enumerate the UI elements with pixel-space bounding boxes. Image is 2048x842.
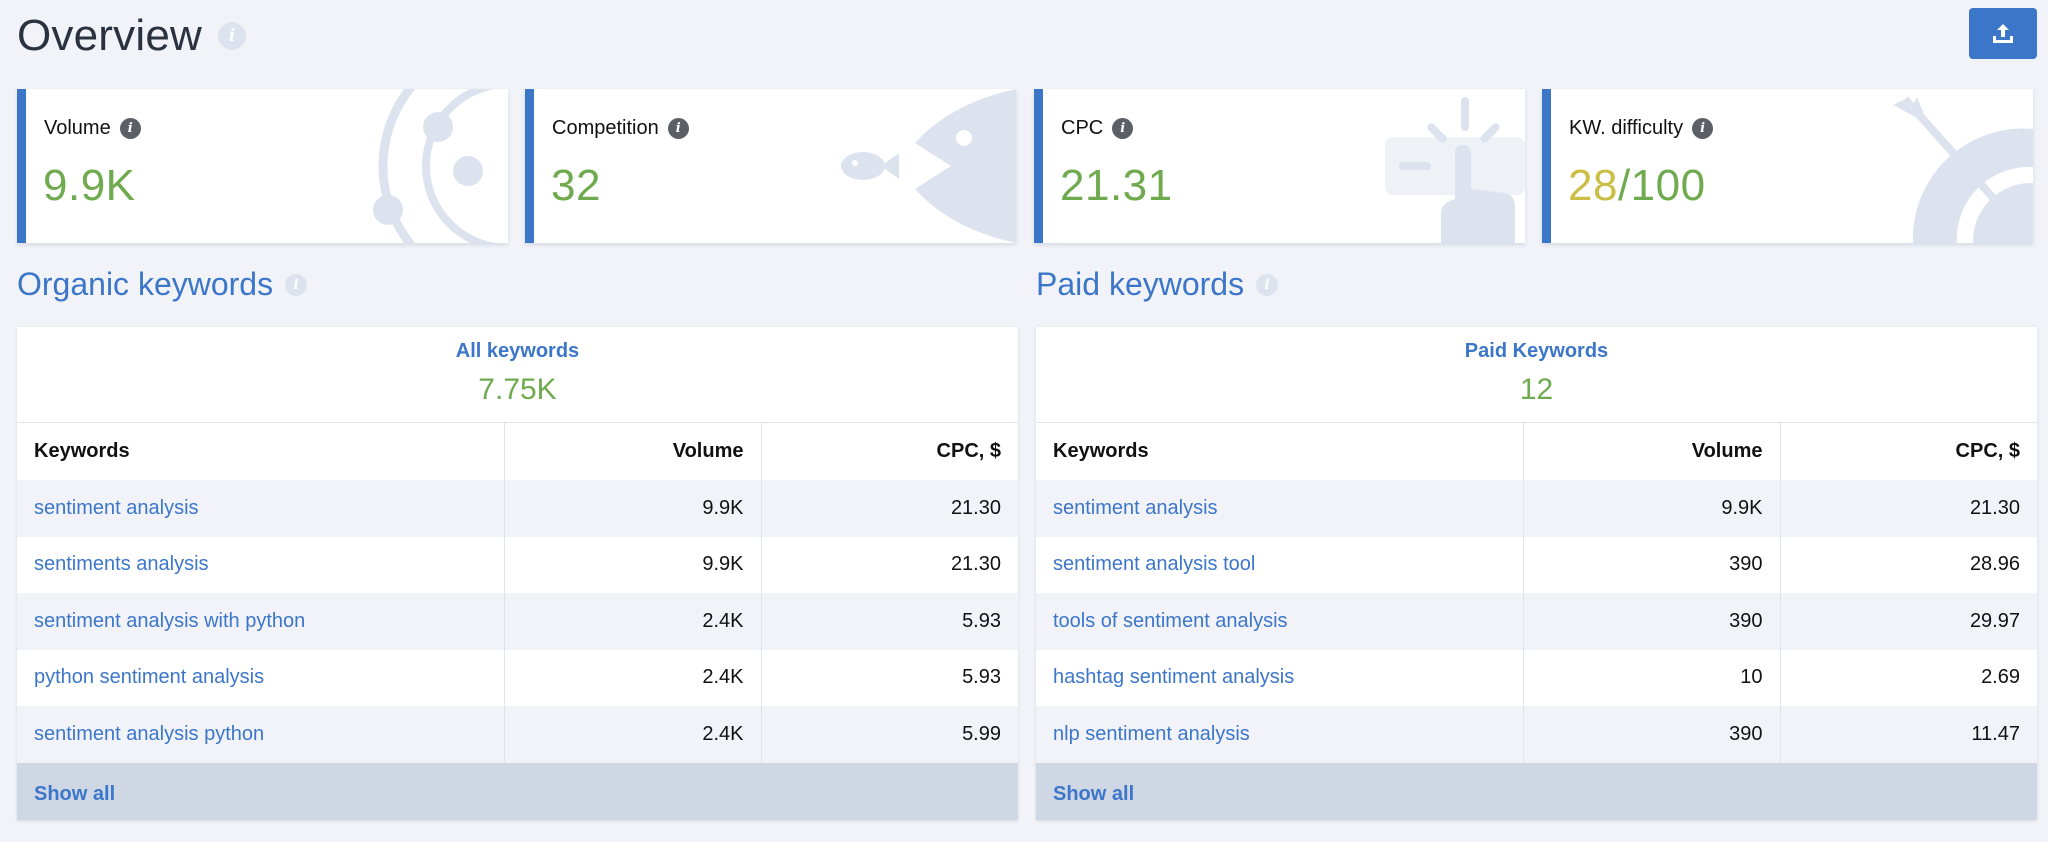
cpc-cell: 2.69 [1779,649,2037,706]
cpc-cell: 21.30 [1779,480,2037,537]
table-row: sentiment analysis with python 2.4K 5.93 [17,593,1018,650]
table-row: tools of sentiment analysis 390 29.97 [1036,593,2037,650]
target-illustration [1893,96,2033,243]
cpc-cell: 5.99 [760,706,1018,763]
cpc-cell: 5.93 [760,649,1018,706]
info-icon[interactable]: i [217,22,246,50]
volume-card: Volume i 9.9K [17,89,508,243]
keyword-link[interactable]: sentiment analysis [1036,480,1523,537]
volume-cell: 390 [1522,593,1780,650]
info-icon[interactable]: i [1256,273,1279,296]
volume-cell: 9.9K [1522,480,1780,537]
card-label: Volume [44,117,111,139]
info-icon[interactable]: i [667,118,689,139]
table-row: sentiment analysis 9.9K 21.30 [1036,480,2037,537]
volume-cell: 2.4K [503,593,761,650]
show-all-link[interactable]: Show all [17,762,1018,820]
export-button[interactable] [1969,8,2037,59]
difficulty-max: /100 [1617,161,1706,210]
organic-keywords-table: Keywords Volume CPC, $ sentiment analysi… [17,423,1018,763]
fish-illustration [841,89,1016,243]
column-header-keywords[interactable]: Keywords [1053,440,1149,462]
table-row: sentiment analysis tool 390 28.96 [1036,536,2037,593]
info-icon[interactable]: i [285,273,308,296]
column-header-volume[interactable]: Volume [503,423,761,480]
keyword-link[interactable]: sentiment analysis python [17,706,504,763]
keyword-link[interactable]: tools of sentiment analysis [1036,593,1523,650]
table-row: sentiment analysis python 2.4K 5.99 [17,706,1018,763]
table-row: sentiments analysis 9.9K 21.30 [17,536,1018,593]
page-header: Overview i [17,8,246,64]
table-header-row: Keywords Volume CPC, $ [17,423,1018,480]
summary-value: 12 [1519,373,1554,406]
column-header-cpc[interactable]: CPC, $ [760,423,1018,480]
section-title-text: Paid keywords [1036,266,1245,302]
card-label: Competition [552,117,659,139]
cpc-cell: 29.97 [1779,593,2037,650]
upload-icon [1993,23,2013,43]
info-icon[interactable]: i [119,118,141,139]
orbit-illustration [373,89,496,243]
cpc-cell: 11.47 [1779,706,2037,763]
cpc-cell: 21.30 [760,536,1018,593]
volume-cell: 2.4K [503,649,761,706]
info-icon[interactable]: i [1112,118,1134,139]
table-row: nlp sentiment analysis 390 11.47 [1036,706,2037,763]
volume-cell: 10 [1522,649,1780,706]
summary-label: Paid Keywords [1464,340,1609,362]
competition-card: Competition i 32 [525,89,1016,243]
kw-difficulty-card: KW. difficulty i 28/100 [1542,89,2033,243]
organic-keywords-panel: All keywords 7.75K Keywords Volume CPC, … [17,327,1018,820]
keyword-link[interactable]: nlp sentiment analysis [1036,706,1523,763]
info-icon[interactable]: i [1692,118,1714,139]
keyword-link[interactable]: sentiments analysis [34,553,209,576]
card-value: 9.9K [43,161,136,210]
card-value: 28/100 [1568,161,1706,211]
card-label: KW. difficulty [1569,117,1684,139]
cpc-cell: 21.30 [760,480,1018,537]
section-title-text: Organic keywords [17,266,274,302]
cpc-card: CPC i 21.31 [1034,89,1525,243]
keyword-link[interactable]: sentiment analysis with python [17,593,504,650]
paid-summary: Paid Keywords 12 [1036,327,2037,423]
card-value: 21.31 [1060,161,1173,210]
column-header-keywords[interactable]: Keywords [34,440,130,462]
keyword-link[interactable]: sentiment analysis tool [1053,553,1256,576]
card-label: CPC [1061,117,1104,139]
volume-cell: 9.9K [503,536,761,593]
column-header-volume[interactable]: Volume [1522,423,1780,480]
paid-keywords-table: Keywords Volume CPC, $ sentiment analysi… [1036,423,2037,763]
paid-keywords-title: Paid keywords i [1036,266,1279,303]
table-header-row: Keywords Volume CPC, $ [1036,423,2037,480]
difficulty-value: 28 [1568,161,1618,210]
organic-summary: All keywords 7.75K [17,327,1018,423]
keyword-link[interactable]: sentiment analysis [17,480,504,537]
paid-keywords-panel: Paid Keywords 12 Keywords Volume CPC, $ … [1036,327,2037,820]
keyword-link[interactable]: hashtag sentiment analysis [1053,666,1295,689]
card-value: 32 [551,161,601,210]
keyword-link[interactable]: python sentiment analysis [34,666,265,689]
cpc-cell: 5.93 [760,593,1018,650]
volume-cell: 390 [1522,706,1780,763]
table-row: sentiment analysis 9.9K 21.30 [17,480,1018,537]
cpc-cell: 28.96 [1779,536,2037,593]
summary-value: 7.75K [478,373,557,406]
organic-keywords-title: Organic keywords i [17,266,308,303]
summary-label: All keywords [455,340,580,362]
page-title: Overview [17,11,202,60]
table-row: hashtag sentiment analysis 10 2.69 [1036,649,2037,706]
table-row: python sentiment analysis 2.4K 5.93 [17,649,1018,706]
volume-cell: 2.4K [503,706,761,763]
volume-cell: 390 [1522,536,1780,593]
volume-cell: 9.9K [503,480,761,537]
click-illustration [1385,97,1525,243]
show-all-link[interactable]: Show all [1036,762,2037,820]
column-header-cpc[interactable]: CPC, $ [1779,423,2037,480]
